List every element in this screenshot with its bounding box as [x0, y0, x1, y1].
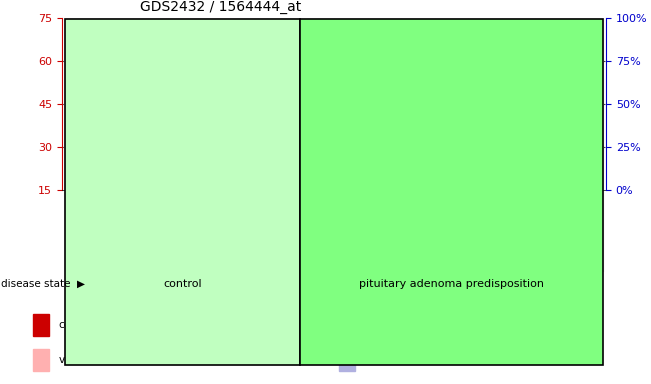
Bar: [435, 190, 468, 272]
Bar: [502, 190, 536, 272]
Text: percentile rank within the sample: percentile rank within the sample: [365, 320, 540, 330]
Bar: [368, 18, 401, 190]
Bar: [569, 18, 603, 190]
Text: GSM100900: GSM100900: [581, 192, 590, 243]
Text: GSM100894: GSM100894: [514, 192, 523, 243]
Bar: [339, 314, 355, 336]
Bar: [275, 52, 292, 190]
Bar: [141, 90, 158, 190]
Bar: [468, 190, 502, 272]
Bar: [33, 314, 49, 336]
Text: GSM100895: GSM100895: [77, 192, 87, 243]
Bar: [233, 18, 267, 190]
Text: GSM100889: GSM100889: [346, 192, 355, 243]
Text: pituitary adenoma predisposition: pituitary adenoma predisposition: [359, 279, 544, 289]
Bar: [267, 18, 300, 190]
Text: GSM100892: GSM100892: [447, 192, 456, 243]
Bar: [242, 159, 258, 190]
Bar: [536, 190, 569, 272]
Bar: [133, 190, 166, 272]
Bar: [401, 18, 435, 190]
Bar: [300, 18, 334, 190]
Text: GSM100891: GSM100891: [413, 192, 422, 243]
Text: GSM100896: GSM100896: [111, 192, 120, 243]
Bar: [544, 52, 561, 190]
Bar: [99, 18, 133, 190]
Bar: [376, 144, 393, 190]
Bar: [107, 90, 124, 190]
Bar: [477, 90, 493, 190]
Text: value, Detection Call = ABSENT: value, Detection Call = ABSENT: [59, 355, 224, 365]
Bar: [166, 190, 200, 272]
Bar: [536, 18, 569, 190]
Text: GDS2432 / 1564444_at: GDS2432 / 1564444_at: [140, 0, 301, 14]
Bar: [502, 18, 536, 190]
Text: GSM100903: GSM100903: [279, 192, 288, 243]
Bar: [267, 190, 300, 272]
Bar: [334, 18, 368, 190]
Bar: [65, 190, 99, 272]
Bar: [74, 187, 90, 190]
Bar: [200, 18, 233, 190]
Bar: [166, 18, 200, 190]
Bar: [200, 190, 233, 272]
Bar: [99, 190, 133, 272]
Bar: [339, 349, 355, 371]
Text: disease state  ▶: disease state ▶: [1, 279, 85, 289]
Bar: [510, 90, 527, 190]
Bar: [233, 190, 267, 272]
Bar: [569, 190, 603, 272]
Bar: [435, 18, 468, 190]
Text: GSM100893: GSM100893: [480, 192, 490, 243]
Text: GSM100888: GSM100888: [312, 192, 322, 243]
Text: control: control: [163, 279, 202, 289]
Text: GSM100890: GSM100890: [380, 192, 389, 243]
Text: GSM100901: GSM100901: [212, 192, 221, 243]
Bar: [401, 190, 435, 272]
Bar: [300, 190, 334, 272]
Text: GSM100897: GSM100897: [145, 192, 154, 243]
Bar: [468, 18, 502, 190]
Bar: [174, 187, 191, 190]
Text: GSM100898: GSM100898: [178, 192, 187, 243]
Bar: [334, 190, 368, 272]
Text: GSM100899: GSM100899: [547, 192, 557, 243]
Bar: [208, 175, 225, 190]
Bar: [368, 190, 401, 272]
Bar: [409, 52, 426, 190]
Bar: [577, 26, 594, 190]
Text: count: count: [59, 320, 88, 330]
Bar: [133, 18, 166, 190]
Text: GSM100902: GSM100902: [245, 192, 255, 243]
Bar: [443, 150, 460, 190]
Bar: [342, 50, 359, 190]
Bar: [33, 349, 49, 371]
Bar: [65, 18, 99, 190]
Text: rank, Detection Call = ABSENT: rank, Detection Call = ABSENT: [365, 355, 525, 365]
